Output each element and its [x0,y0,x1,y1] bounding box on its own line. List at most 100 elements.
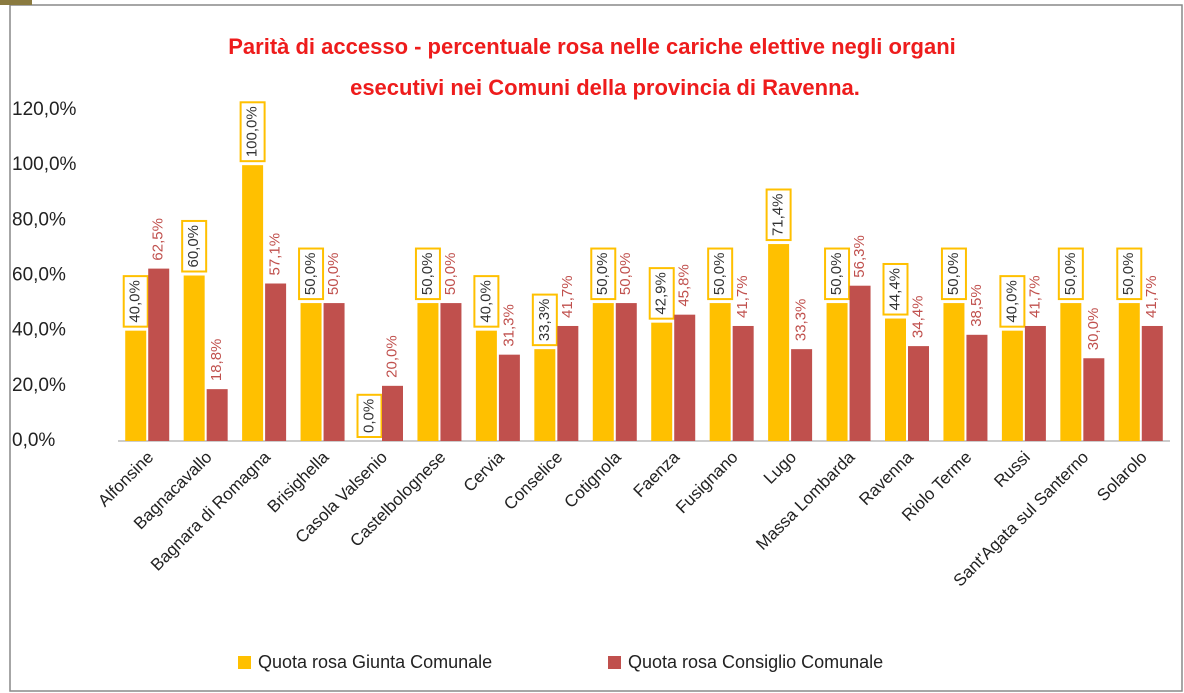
data-label: 41,7% [1026,275,1043,318]
data-label: 40,0% [127,280,144,323]
bar [1024,325,1046,441]
bar [265,283,287,441]
bar [323,303,345,441]
legend-label: Quota rosa Consiglio Comunale [628,652,883,672]
bar [651,322,673,441]
label-box [765,188,792,242]
bar [1060,303,1082,441]
bar [943,303,965,441]
bar [1001,330,1023,441]
bar [615,303,637,441]
label-box [648,267,675,320]
label-box [356,393,383,438]
data-label: 33,3% [793,299,810,342]
label-box [181,219,208,273]
label-box [239,101,266,163]
data-label: 50,0% [594,253,611,296]
y-tick-label: 80,0% [12,209,66,230]
bar [417,303,439,441]
data-label: 50,0% [442,253,459,296]
bar [768,244,790,441]
data-label: 40,0% [477,280,494,323]
data-label: 31,3% [500,304,517,347]
chart-title: Parità di accesso - percentuale rosa nel… [228,34,956,59]
data-label: 41,7% [734,275,751,318]
data-label: 50,0% [711,253,728,296]
data-label: 34,4% [909,296,926,339]
bar [183,275,205,441]
bar [826,303,848,441]
data-label: 62,5% [150,218,167,261]
label-box [824,247,851,301]
data-label: 50,0% [945,253,962,296]
bar [791,349,813,441]
data-label: 71,4% [770,194,787,237]
y-tick-label: 60,0% [12,265,66,286]
data-label: 30,0% [1085,308,1102,351]
data-label: 18,8% [208,339,225,382]
chart-title: esecutivi nei Comuni della provincia di … [350,75,860,100]
bar [732,325,754,441]
bar [475,330,497,441]
label-box [1116,247,1143,301]
label-box [473,275,500,328]
bar [557,325,579,441]
bar [206,389,228,441]
data-label: 44,4% [886,268,903,311]
data-label: 20,0% [383,335,400,378]
bar [534,349,556,441]
label-box [298,247,325,301]
y-tick-label: 40,0% [12,320,66,341]
label-box [707,247,734,301]
legend-swatch [238,656,251,669]
bar [242,165,264,441]
data-label: 60,0% [185,225,202,268]
data-label: 100,0% [244,106,261,157]
data-label: 41,7% [1143,275,1160,318]
data-label: 50,0% [419,253,436,296]
label-box [414,247,441,301]
bar [498,354,520,441]
data-label: 42,9% [653,272,670,315]
bar [885,318,906,441]
bar [709,303,731,441]
label-box [999,275,1026,328]
bar [966,334,988,441]
y-tick-label: 100,0% [12,154,77,175]
bar [1083,358,1105,441]
label-box [122,275,149,328]
bar [440,303,462,441]
legend-label: Quota rosa Giunta Comunale [258,652,492,672]
label-box [940,247,967,301]
label-box [590,247,617,301]
label-box [531,293,558,347]
data-label: 50,0% [325,253,342,296]
data-label: 50,0% [828,253,845,296]
data-label: 50,0% [1120,253,1137,296]
data-label: 38,5% [968,284,985,327]
bar [592,303,614,441]
bar [674,314,696,441]
data-label: 40,0% [1003,280,1020,323]
bar [382,385,403,441]
bar [148,268,170,441]
data-label: 57,1% [267,233,284,276]
bar [849,285,871,441]
legend-swatch [608,656,621,669]
bar [300,303,322,441]
corner-image [0,0,32,5]
bar [1141,325,1163,441]
data-label: 45,8% [676,264,693,307]
bar [125,330,147,441]
bar [908,346,929,441]
bar [1118,303,1140,441]
label-box [882,262,909,316]
data-label: 33,3% [536,299,553,342]
data-label: 50,0% [302,253,319,296]
data-label: 56,3% [851,235,868,278]
data-label: 50,0% [617,253,634,296]
data-label: 50,0% [1062,253,1079,296]
y-tick-label: 20,0% [12,375,66,396]
